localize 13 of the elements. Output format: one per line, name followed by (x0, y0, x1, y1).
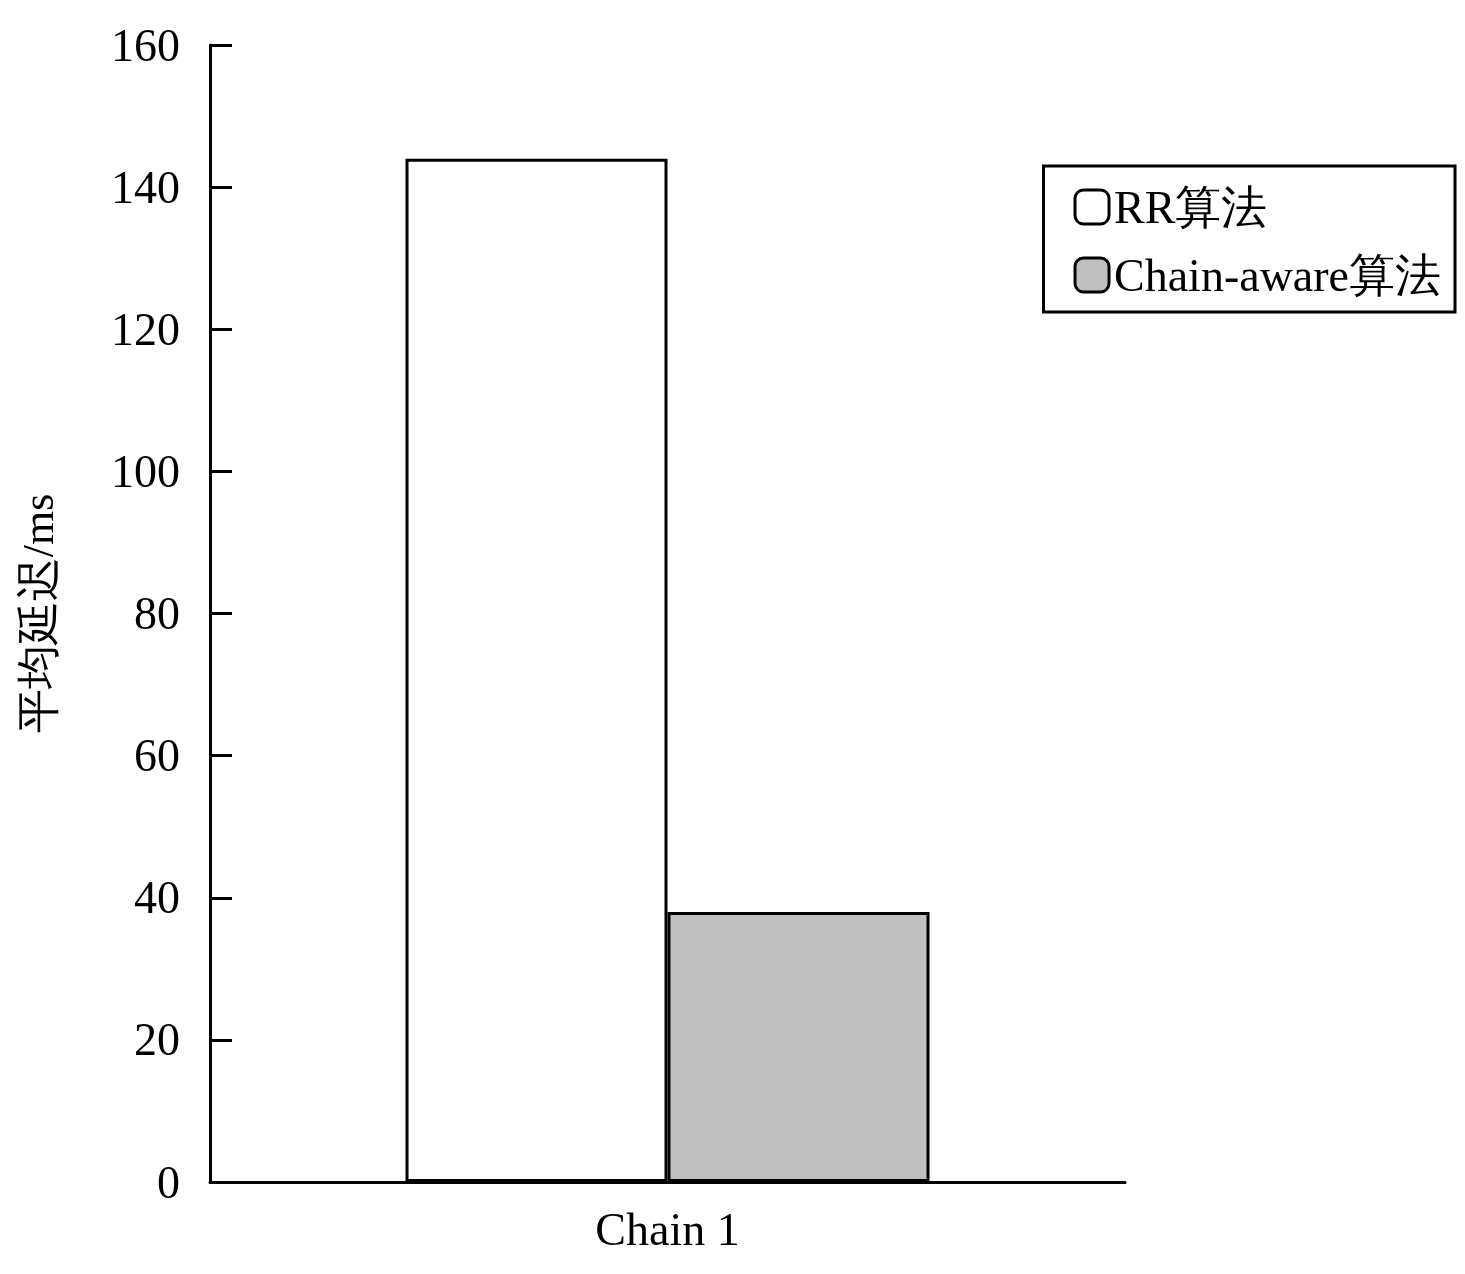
y-tick-label: 60 (134, 730, 180, 782)
y-tick-label: 0 (157, 1156, 180, 1208)
y-tick-label: 100 (111, 445, 180, 497)
y-tick-label: 80 (134, 588, 180, 639)
legend-label: Chain-aware算法 (1114, 249, 1442, 301)
y-tick-label: 120 (111, 303, 180, 355)
y-tick-label: 140 (111, 161, 180, 213)
y-tick-label: 160 (111, 19, 180, 71)
y-tick-label: 20 (134, 1014, 180, 1066)
x-tick-label: Chain 1 (595, 1203, 740, 1255)
y-tick-label: 40 (134, 872, 180, 924)
y-axis-title: 平均延迟/ms (13, 493, 63, 734)
legend-label: RR算法 (1114, 181, 1268, 233)
